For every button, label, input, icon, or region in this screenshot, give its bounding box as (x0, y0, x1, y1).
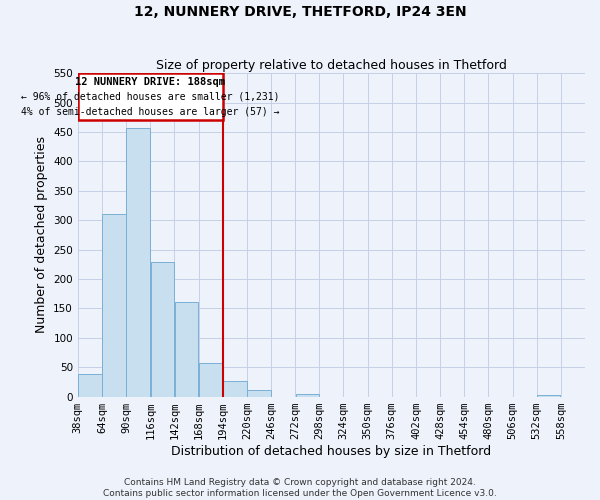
Text: 4% of semi-detached houses are larger (57) →: 4% of semi-detached houses are larger (5… (21, 106, 280, 117)
Title: Size of property relative to detached houses in Thetford: Size of property relative to detached ho… (156, 59, 507, 72)
Y-axis label: Number of detached properties: Number of detached properties (35, 136, 47, 334)
Bar (296, 394, 319, 396)
Bar (127, 128, 150, 396)
X-axis label: Distribution of detached houses by size in Thetford: Distribution of detached houses by size … (172, 444, 491, 458)
Text: Contains HM Land Registry data © Crown copyright and database right 2024.
Contai: Contains HM Land Registry data © Crown c… (103, 478, 497, 498)
FancyBboxPatch shape (78, 73, 223, 120)
Text: ← 96% of detached houses are smaller (1,231): ← 96% of detached houses are smaller (1,… (21, 92, 280, 102)
Bar (78, 374, 101, 396)
Bar (199, 363, 223, 396)
Text: 12 NUNNERY DRIVE: 188sqm: 12 NUNNERY DRIVE: 188sqm (75, 76, 225, 86)
Bar (223, 382, 247, 396)
Bar (103, 214, 126, 396)
Bar (247, 390, 271, 396)
Bar (175, 302, 198, 396)
Text: 12, NUNNERY DRIVE, THETFORD, IP24 3EN: 12, NUNNERY DRIVE, THETFORD, IP24 3EN (134, 5, 466, 19)
Bar (151, 262, 174, 396)
